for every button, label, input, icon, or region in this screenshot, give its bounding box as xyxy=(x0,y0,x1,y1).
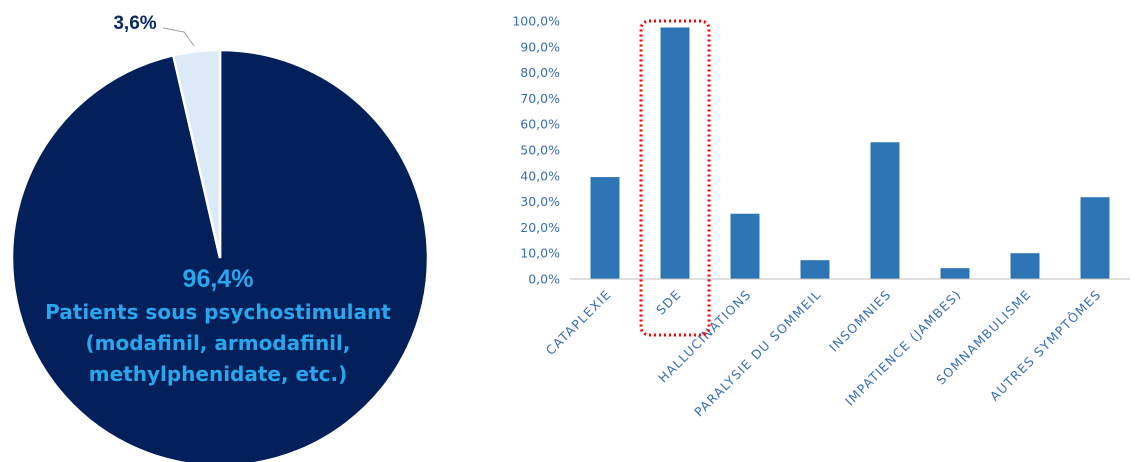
x-tick-label: AUTRES SYMPTÔMES xyxy=(987,287,1104,404)
sde-highlight-box xyxy=(639,19,711,337)
bar-hallucinations xyxy=(730,213,760,279)
pie-annotation-line-3: methylphenidate, etc.) xyxy=(89,362,348,386)
bar-insomnies xyxy=(870,142,900,279)
bar-impatience-jambes- xyxy=(940,268,970,279)
y-tick-label: 40,0% xyxy=(520,168,560,183)
x-tick-label: INSOMNIES xyxy=(826,287,894,355)
bar-cataplexie xyxy=(590,177,620,279)
y-tick-label: 30,0% xyxy=(520,194,560,209)
y-tick-label: 50,0% xyxy=(520,143,560,158)
y-tick-label: 80,0% xyxy=(520,65,560,80)
y-tick-label: 20,0% xyxy=(520,220,560,235)
bar-series xyxy=(590,27,1110,280)
pie-annotation-line-1: Patients sous psychostimulant xyxy=(45,300,391,324)
pie-slice-1 xyxy=(171,48,222,259)
bar-autres-sympt-mes xyxy=(1080,197,1110,279)
pie-annotation-line-2: (modafinil, armodafinil, xyxy=(86,331,351,355)
pie-slices xyxy=(10,48,430,462)
x-tick-label: CATAPLEXIE xyxy=(543,287,614,358)
x-tick-label: SDE xyxy=(653,287,684,318)
x-tick-label: IMPATIENCE (JAMBES) xyxy=(842,287,964,409)
y-tick-label: 70,0% xyxy=(520,91,560,106)
bar-sde xyxy=(660,27,690,280)
pie-leader-line xyxy=(162,27,195,47)
bar-y-axis: 0,0% 10,0% 20,0% 30,0% 40,0% 50,0% 60,0% 70,0% 8… xyxy=(512,14,560,287)
pie-label-small: 3,6% xyxy=(113,13,156,34)
bar-somnambulisme xyxy=(1010,253,1040,279)
y-tick-label: 10,0% xyxy=(520,246,560,261)
y-tick-label: 90,0% xyxy=(520,39,560,54)
y-tick-label: 100,0% xyxy=(512,14,560,29)
bar-paralysie-du-sommeil xyxy=(800,260,830,279)
pie-chart: 3,6% 96,4% Patients sous psychostimulant… xyxy=(10,13,430,462)
x-tick-label: PARALYSIE DU SOMMEIL xyxy=(691,287,824,420)
y-tick-label: 60,0% xyxy=(520,117,560,132)
bar-chart: 0,0% 10,0% 20,0% 30,0% 40,0% 50,0% 60,0% 70,0% 8… xyxy=(512,14,1130,420)
y-tick-label: 0,0% xyxy=(528,272,560,287)
pie-label-main: 96,4% xyxy=(183,265,254,293)
